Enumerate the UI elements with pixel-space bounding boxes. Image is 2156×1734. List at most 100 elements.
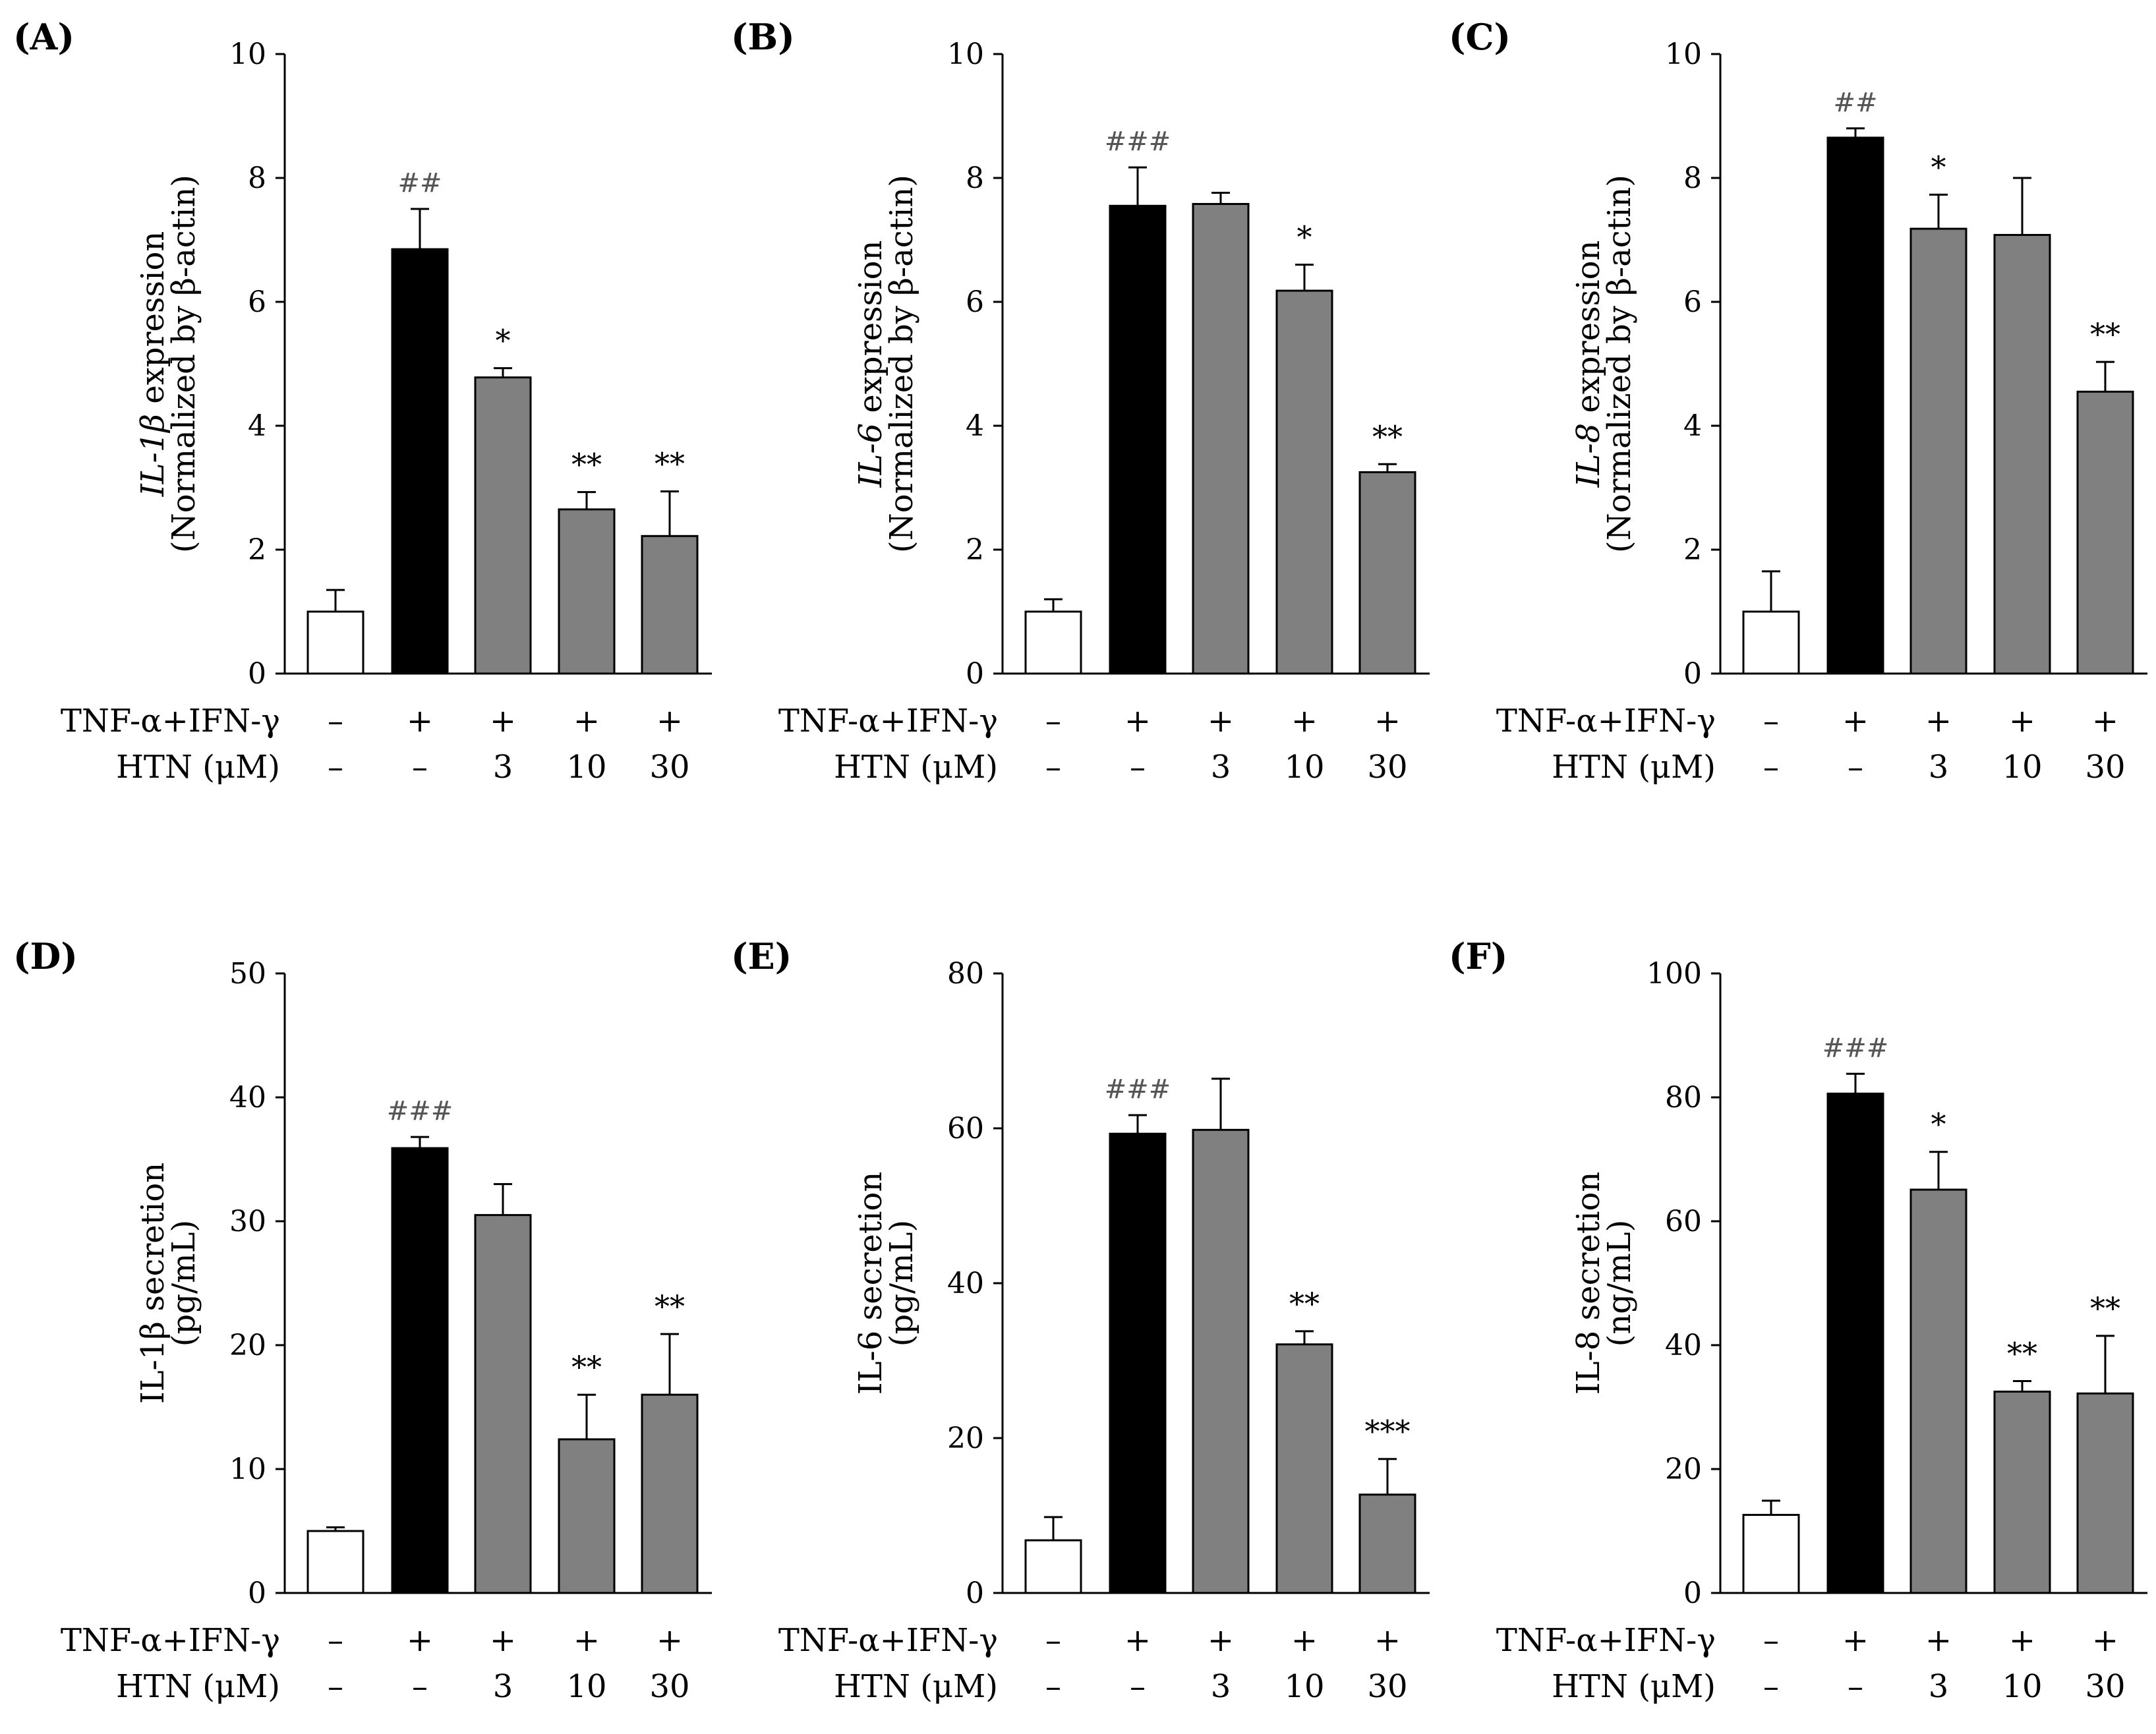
panel-label: (C) bbox=[1449, 16, 1511, 58]
bar bbox=[2076, 1392, 2134, 1594]
y-tick-label: 10 bbox=[1665, 38, 1702, 71]
y-tick-label: 2 bbox=[248, 533, 266, 567]
panel-label: (E) bbox=[731, 935, 792, 977]
panel-B: (B) 0 2 4 6 8 10 IL-6 expression(Normalized by … bbox=[731, 16, 1430, 786]
bar bbox=[641, 535, 699, 675]
bar bbox=[306, 1530, 364, 1594]
y-tick-label: 0 bbox=[1683, 1576, 1702, 1610]
y-axis-label-line2: (pg/mL) bbox=[165, 1220, 202, 1346]
y-tick-label: 8 bbox=[966, 161, 984, 195]
dose-cell: 10 bbox=[1284, 749, 1324, 786]
treatment-cell: + bbox=[2009, 703, 2035, 739]
bar bbox=[1192, 1128, 1250, 1594]
y-tick-label: 20 bbox=[947, 1422, 984, 1455]
significance-hash: ## bbox=[397, 168, 442, 198]
dose-cell: – bbox=[1130, 1668, 1146, 1705]
y-tick-label: 50 bbox=[229, 957, 266, 991]
significance-star: ** bbox=[571, 1349, 602, 1385]
row-label-dose: HTN (μM) bbox=[116, 1668, 280, 1705]
y-axis-label: IL-6 secretion bbox=[852, 1172, 889, 1395]
significance-star: * bbox=[1297, 219, 1312, 255]
y-tick-label: 0 bbox=[966, 1576, 984, 1610]
dose-cell: 10 bbox=[566, 1668, 606, 1705]
panel-A: (A) 0 2 4 6 8 10 IL-1β expression(Normalized by… bbox=[13, 16, 712, 786]
significance-hash: ### bbox=[1105, 1074, 1171, 1105]
y-axis-label-line2: (Normalized by β-actin) bbox=[883, 175, 920, 553]
bar bbox=[1024, 1539, 1082, 1594]
significance-star: ** bbox=[571, 447, 602, 482]
significance-star: * bbox=[496, 323, 511, 359]
treatment-cell: + bbox=[573, 1622, 600, 1659]
bar bbox=[1993, 1391, 2051, 1594]
y-tick-label: 8 bbox=[1683, 161, 1702, 195]
bar bbox=[1993, 233, 2051, 675]
y-axis-label-gene: IL-6 bbox=[852, 423, 889, 488]
y-tick-label: 80 bbox=[947, 957, 984, 991]
treatment-cell: + bbox=[1291, 1622, 1318, 1659]
y-axis-label-line2: (Normalized by β-actin) bbox=[165, 175, 202, 553]
y-axis-label-text: IL-8 secretion bbox=[1570, 1172, 1607, 1395]
significance-hash: ### bbox=[387, 1096, 453, 1126]
significance-star: ** bbox=[1289, 1286, 1320, 1321]
treatment-cell: + bbox=[2009, 1622, 2035, 1659]
y-axis-label: IL-8 expression bbox=[1570, 241, 1607, 488]
treatment-cell: + bbox=[2092, 703, 2118, 739]
treatment-cell: – bbox=[1763, 1622, 1779, 1659]
treatment-cell: + bbox=[2092, 1622, 2118, 1659]
treatment-cell: + bbox=[1208, 1622, 1234, 1659]
y-tick-label: 6 bbox=[1683, 285, 1702, 319]
treatment-cell: – bbox=[1763, 703, 1779, 739]
bar bbox=[1275, 289, 1333, 675]
y-tick-label: 4 bbox=[1683, 409, 1702, 443]
row-label-treatment: TNF-α+IFN-γ bbox=[778, 703, 998, 739]
bar bbox=[1109, 204, 1167, 675]
significance-hash: ### bbox=[1822, 1033, 1889, 1063]
y-tick-label: 10 bbox=[229, 1453, 266, 1486]
bar bbox=[1826, 1092, 1884, 1594]
y-axis-label-line2: (ng/mL) bbox=[1601, 1220, 1638, 1347]
y-tick-label: 40 bbox=[229, 1081, 266, 1114]
dose-cell: 30 bbox=[649, 749, 689, 786]
row-label-dose: HTN (μM) bbox=[1552, 749, 1716, 786]
significance-star: *** bbox=[1365, 1414, 1411, 1449]
significance-star: ** bbox=[655, 446, 685, 482]
significance-hash: ### bbox=[1105, 127, 1171, 157]
y-tick-label: 0 bbox=[248, 1576, 266, 1610]
y-tick-label: 2 bbox=[1683, 533, 1702, 567]
y-tick-label: 2 bbox=[966, 533, 984, 567]
y-tick-label: 60 bbox=[1665, 1205, 1702, 1238]
y-axis-label-text: expression bbox=[134, 231, 171, 414]
treatment-cell: – bbox=[1045, 1622, 1061, 1659]
y-axis-label-text: expression bbox=[852, 241, 889, 423]
y-axis-label-gene: IL-1β bbox=[134, 414, 171, 497]
bar bbox=[1742, 1514, 1800, 1594]
y-tick-label: 100 bbox=[1646, 957, 1702, 991]
treatment-cell: – bbox=[328, 1622, 343, 1659]
treatment-cell: + bbox=[1842, 1622, 1869, 1659]
dose-cell: – bbox=[1848, 749, 1863, 786]
panel-label: (A) bbox=[13, 16, 74, 58]
bar bbox=[1909, 227, 1967, 675]
treatment-cell: + bbox=[1374, 1622, 1401, 1659]
y-axis-label-text: IL-1β secretion bbox=[134, 1163, 171, 1404]
dose-cell: 3 bbox=[1929, 1668, 1949, 1705]
dose-cell: – bbox=[1045, 1668, 1061, 1705]
bar bbox=[306, 610, 364, 675]
y-axis-label-text: IL-6 secretion bbox=[852, 1172, 889, 1395]
bar bbox=[1909, 1188, 1967, 1594]
treatment-cell: + bbox=[1925, 703, 1952, 739]
row-label-dose: HTN (μM) bbox=[834, 1668, 998, 1705]
bar bbox=[641, 1393, 699, 1594]
bar bbox=[2076, 390, 2134, 675]
bar bbox=[1275, 1343, 1333, 1594]
significance-star: ** bbox=[1372, 419, 1403, 454]
panel-label: (F) bbox=[1449, 935, 1507, 977]
bar bbox=[391, 248, 449, 675]
y-tick-label: 0 bbox=[248, 657, 266, 691]
dose-cell: 30 bbox=[1367, 749, 1407, 786]
treatment-cell: + bbox=[1925, 1622, 1952, 1659]
y-tick-label: 10 bbox=[947, 38, 984, 71]
y-tick-label: 80 bbox=[1665, 1081, 1702, 1114]
significance-hash: ## bbox=[1833, 88, 1877, 118]
bar bbox=[474, 1214, 532, 1594]
